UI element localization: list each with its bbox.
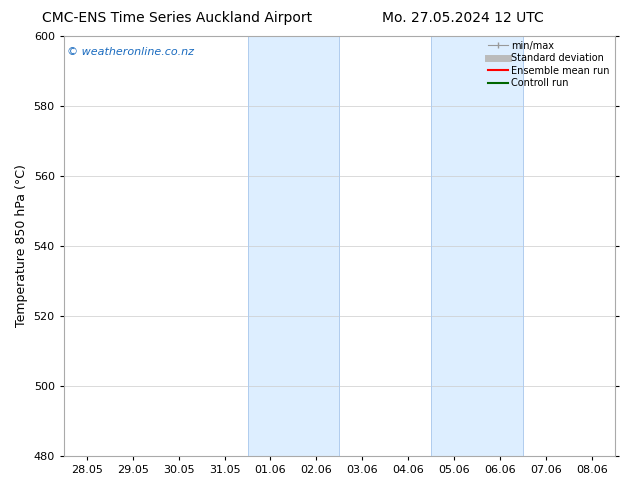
Text: Mo. 27.05.2024 12 UTC: Mo. 27.05.2024 12 UTC bbox=[382, 11, 544, 25]
Text: © weatheronline.co.nz: © weatheronline.co.nz bbox=[67, 47, 193, 57]
Bar bbox=[247, 36, 339, 456]
Bar bbox=[431, 36, 523, 456]
Text: CMC-ENS Time Series Auckland Airport: CMC-ENS Time Series Auckland Airport bbox=[42, 11, 313, 25]
Legend: min/max, Standard deviation, Ensemble mean run, Controll run: min/max, Standard deviation, Ensemble me… bbox=[486, 39, 612, 90]
Y-axis label: Temperature 850 hPa (°C): Temperature 850 hPa (°C) bbox=[15, 165, 28, 327]
